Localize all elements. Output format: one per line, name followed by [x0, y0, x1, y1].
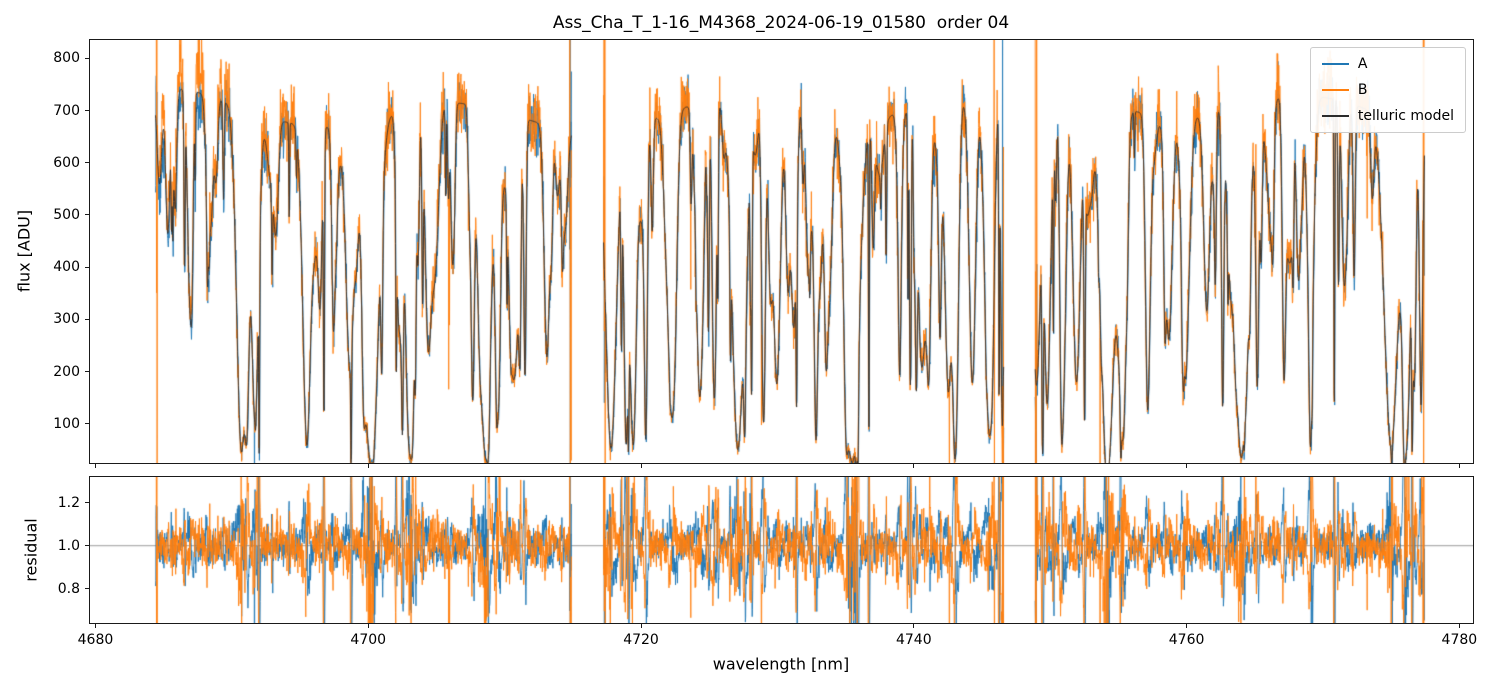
- x-tick-label: 4740: [895, 632, 932, 648]
- x-tick-mark: [94, 464, 96, 468]
- residual-tick-label: 0.8: [57, 580, 80, 597]
- legend-label: telluric model: [1357, 108, 1454, 124]
- x-tick-mark: [913, 624, 915, 628]
- x-tick-label: 4760: [1168, 632, 1205, 648]
- flux-tick-label: 500: [53, 206, 80, 223]
- x-tick-mark: [913, 464, 915, 468]
- x-tick-label: 4680: [77, 632, 114, 648]
- legend-line-icon: [1321, 89, 1349, 91]
- legend-label: B: [1357, 82, 1368, 98]
- x-tick-mark: [1186, 464, 1188, 468]
- x-tick-mark: [1186, 624, 1188, 628]
- x-tick-label: 4780: [1441, 632, 1478, 648]
- flux-tick-label: 100: [53, 415, 80, 432]
- x-tick-label: 4720: [623, 632, 659, 648]
- legend-label: A: [1357, 56, 1368, 72]
- legend-line-icon: [1321, 115, 1349, 117]
- flux-tick-label: 800: [53, 50, 80, 67]
- x-tick-mark: [640, 464, 642, 468]
- x-tick-mark: [1458, 464, 1460, 468]
- residual-axis-label: residual: [21, 518, 41, 582]
- residual-axes: [89, 476, 1474, 624]
- residual-tick-label: 1.2: [57, 494, 80, 511]
- residual-plot-canvas: [90, 477, 1473, 623]
- x-tick-mark: [640, 624, 642, 628]
- legend-line-icon: [1321, 63, 1349, 65]
- flux-tick-label: 300: [53, 311, 80, 328]
- legend-item-telluric-model: telluric model: [1321, 108, 1454, 124]
- x-tick-mark: [94, 624, 96, 628]
- legend-item-b: B: [1321, 82, 1454, 98]
- x-tick-label: 4700: [350, 632, 387, 648]
- x-axis-label: wavelength [nm]: [712, 654, 850, 674]
- flux-tick-label: 400: [53, 259, 80, 276]
- x-tick-mark: [367, 464, 369, 468]
- flux-tick-label: 200: [53, 363, 80, 380]
- flux-tick-label: 700: [53, 102, 80, 119]
- flux-axis-label: flux [ADU]: [14, 209, 34, 293]
- plot-title: Ass_Cha_T_1-16_M4368_2024-06-19_01580 or…: [552, 13, 1010, 33]
- x-tick-mark: [367, 624, 369, 628]
- x-tick-mark: [1458, 624, 1460, 628]
- flux-tick-label: 600: [53, 154, 80, 171]
- flux-plot-canvas: [90, 40, 1473, 463]
- legend-item-a: A: [1321, 56, 1454, 72]
